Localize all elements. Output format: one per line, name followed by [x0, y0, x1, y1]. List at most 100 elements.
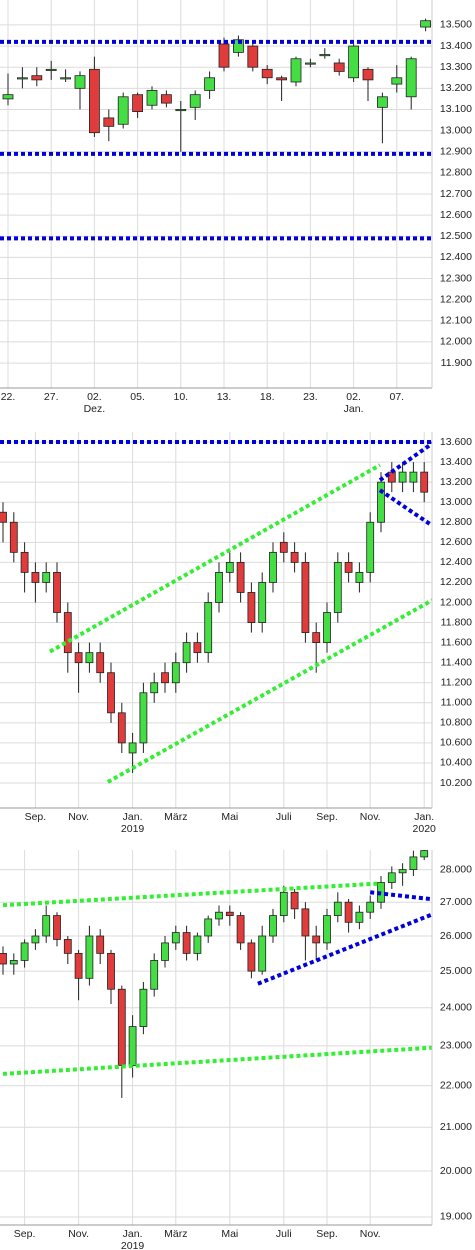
candle-body	[2, 94, 14, 100]
y-tick-label: 11.200	[441, 677, 472, 689]
y-tick-label: 20.000	[440, 1165, 472, 1177]
x-tick-label: Jan.	[123, 811, 143, 823]
candle-body	[279, 541, 288, 553]
y-tick-label: 12.200	[440, 576, 472, 588]
candle-body	[312, 935, 321, 944]
candle-body	[312, 632, 321, 644]
candle-body	[366, 901, 375, 913]
candle-body	[31, 935, 40, 944]
candle-body	[362, 68, 374, 81]
candle-body	[45, 68, 57, 71]
y-tick-label: 12.400	[440, 251, 472, 263]
plot-area	[0, 850, 432, 1225]
x-tick-sublabel: Jan.	[344, 403, 364, 415]
candle-body	[20, 551, 29, 573]
x-tick-label: 10.	[173, 391, 188, 403]
candle-body	[290, 551, 299, 563]
candle-body	[0, 511, 7, 523]
trend-line	[378, 441, 432, 482]
candle-body	[74, 652, 83, 664]
y-tick-label: 11.000	[441, 697, 472, 709]
y-tick-label: 11.800	[441, 616, 472, 628]
y-tick-label: 12.100	[440, 315, 472, 327]
candle-body	[189, 94, 201, 108]
y-tick-label: 10.800	[440, 717, 472, 729]
candle-body	[333, 62, 345, 72]
plot-background	[0, 432, 432, 808]
candle-body	[344, 561, 353, 573]
candle-body	[247, 942, 256, 972]
candle-body	[171, 932, 180, 944]
candle-body	[387, 471, 396, 483]
candle-body	[301, 561, 310, 633]
candle-body	[117, 712, 126, 744]
candle-body	[182, 642, 191, 664]
candle-body	[204, 602, 213, 654]
candle-body	[132, 94, 144, 112]
x-tick-label: Nov.	[68, 1228, 89, 1240]
y-tick-label: 12.000	[440, 336, 472, 348]
x-tick-sublabel: 2019	[121, 823, 145, 835]
y-tick-label: 12.300	[440, 272, 472, 284]
y-tick-label: 27.000	[440, 896, 472, 908]
candle-body	[420, 471, 429, 493]
candle-body	[107, 952, 115, 990]
x-tick-label: 05.	[130, 391, 145, 403]
y-tick-label: 11.900	[441, 357, 472, 369]
candle-body	[348, 45, 360, 79]
x-tick-label: 02.	[87, 391, 102, 403]
candle-body	[150, 960, 159, 990]
candle-body	[60, 77, 71, 80]
y-tick-label: 12.900	[440, 146, 472, 158]
candle-body	[74, 75, 86, 89]
candle-body	[85, 652, 94, 664]
candle-body	[333, 561, 342, 613]
candle-body	[319, 54, 331, 57]
y-tick-label: 12.000	[440, 596, 472, 608]
plot-area	[0, 0, 432, 388]
y-tick-label: 10.600	[440, 737, 472, 749]
x-tick-sublabel: 2020	[413, 823, 437, 835]
candle-body	[258, 935, 267, 972]
candle-body	[355, 572, 364, 583]
trend-line	[378, 488, 432, 527]
candle-body	[63, 612, 72, 654]
candle-body	[16, 77, 28, 80]
candle-body	[139, 692, 148, 744]
x-tick-label: Juli	[276, 1228, 292, 1240]
candle-body	[204, 77, 216, 91]
candle-body	[96, 935, 105, 954]
candle-body	[31, 572, 40, 583]
candle-body	[409, 471, 418, 483]
x-tick-label: Nov.	[360, 811, 381, 823]
y-tick-label: 12.700	[440, 188, 472, 200]
candle-body	[420, 850, 429, 858]
trend-line	[257, 912, 432, 986]
candle-body	[269, 915, 277, 937]
y-tick-label: 13.000	[440, 124, 472, 136]
candle-body	[344, 901, 353, 923]
candle-body	[304, 62, 316, 65]
candle-body	[409, 856, 418, 871]
y-tick-label: 12.500	[440, 230, 472, 242]
x-tick-label: Mai	[221, 1228, 238, 1240]
candle-body	[387, 872, 396, 883]
x-tick-label: März	[164, 811, 187, 823]
y-tick-label: 11.600	[441, 636, 472, 648]
candle-body	[276, 77, 288, 81]
candle-body	[215, 572, 223, 603]
candle-body	[146, 90, 158, 106]
x-tick-label: Sep.	[25, 811, 47, 823]
y-tick-label: 13.200	[440, 82, 472, 94]
candle-body	[290, 891, 299, 910]
y-tick-label: 22.000	[440, 1079, 472, 1091]
x-tick-label: 23.	[303, 391, 318, 403]
candle-body	[20, 942, 29, 961]
candle-body	[74, 952, 83, 979]
candle-body	[391, 77, 403, 85]
candle-body	[193, 935, 202, 954]
candle-body	[175, 109, 187, 112]
x-tick-sublabel: Dez.	[84, 403, 106, 415]
y-tick-label: 13.000	[440, 496, 472, 508]
candle-body	[232, 39, 244, 53]
